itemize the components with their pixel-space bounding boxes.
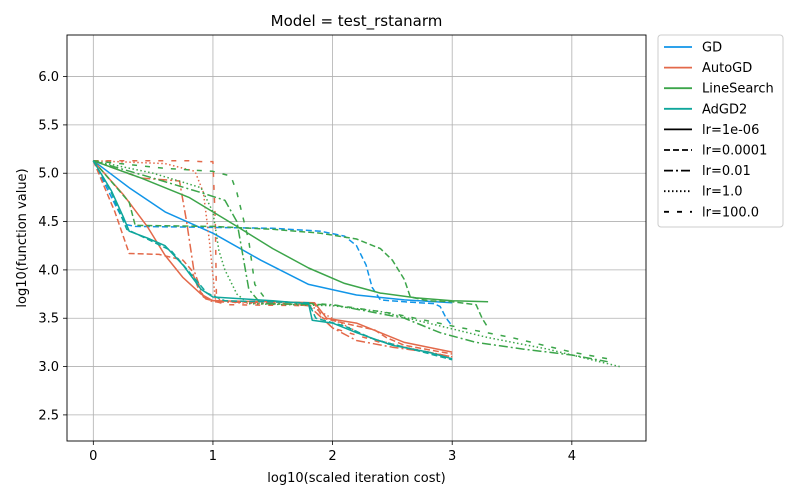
y-tick-label: 4.5 (38, 215, 59, 230)
series-line-linesearch-dashdot (93, 159, 608, 363)
legend-label: lr=1.0 (702, 185, 743, 200)
series-line-adgd2-dashed (92, 160, 453, 361)
legend-box (657, 34, 784, 228)
series-line-autogd-dashed (92, 160, 453, 355)
x-axis-label: log10(scaled iteration cost) (267, 471, 445, 486)
legend-label: lr=1e-06 (702, 123, 759, 138)
series-line-linesearch-loosedash (93, 159, 608, 360)
axis-ticks: 0 1 2 3 4 2.5 3.0 3.5 4.0 4.5 5.0 5.5 6.0 (38, 70, 576, 464)
series-line-linesearch-solid (93, 159, 489, 303)
y-tick-label: 6.0 (38, 70, 59, 85)
y-tick-label: 3.5 (38, 312, 59, 327)
y-tick-label: 4.0 (38, 263, 59, 278)
legend-label: LineSearch (702, 82, 774, 97)
series-line-gd-solid (92, 160, 453, 304)
chart-title: Model = test_rstanarm (271, 12, 443, 31)
y-tick-label: 5.5 (38, 118, 59, 133)
legend: GD AutoGD LineSearch AdGD2 lr=1e-06 lr=0.0001… (657, 34, 784, 228)
x-tick-label: 0 (89, 449, 97, 464)
y-tick-label: 3.0 (38, 360, 59, 375)
plot-frame (66, 34, 647, 442)
series-lines (92, 159, 620, 368)
series-line-autogd-dashdot (93, 159, 453, 358)
x-tick-label: 4 (568, 449, 576, 464)
legend-label: lr=0.01 (702, 164, 751, 179)
y-axis-label: log10(function value) (15, 168, 30, 307)
grid-lines (67, 35, 646, 441)
legend-label: AutoGD (702, 61, 752, 76)
legend-label: lr=0.0001 (702, 144, 767, 159)
series-line-gd-dashed (92, 160, 453, 327)
y-tick-label: 5.0 (38, 167, 59, 182)
x-tick-label: 2 (328, 449, 336, 464)
legend-label: AdGD2 (702, 102, 747, 117)
x-tick-label: 3 (448, 449, 456, 464)
legend-label: GD (702, 41, 722, 56)
y-tick-label: 2.5 (38, 408, 59, 423)
x-tick-label: 1 (209, 449, 217, 464)
series-line-adgd2-solid (92, 160, 453, 360)
series-line-linesearch-dashed (92, 160, 489, 329)
legend-label: lr=100.0 (702, 205, 759, 220)
